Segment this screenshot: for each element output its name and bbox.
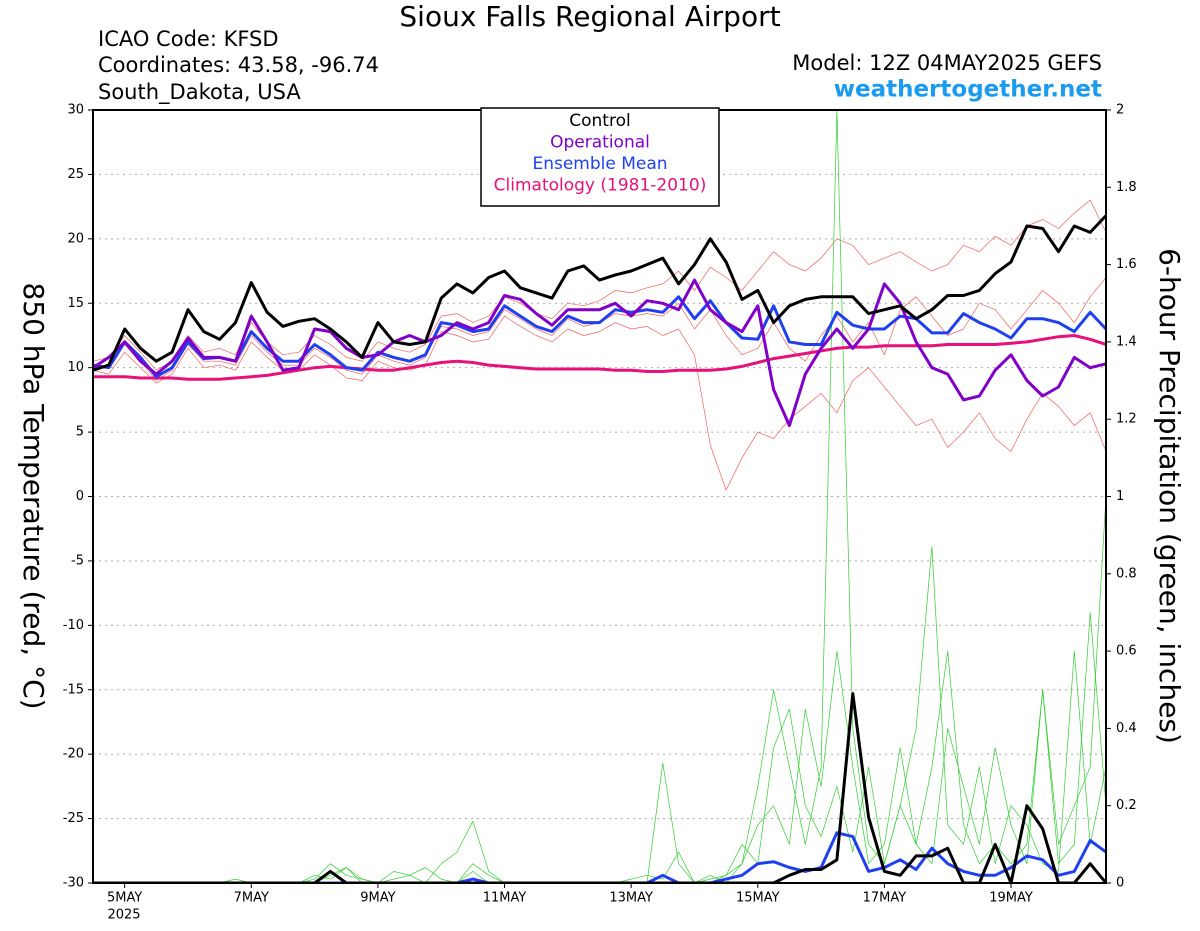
y-axis-label: 850 hPa Temperature (red, °C) — [17, 282, 50, 709]
series-line — [93, 692, 1106, 883]
series-line — [93, 110, 1106, 883]
y2-tick-label: 0.4 — [1116, 721, 1137, 736]
y2-tick-label: 2 — [1116, 103, 1124, 118]
x-tick-label: 11MAY — [483, 891, 527, 906]
legend-entry: Climatology (1981-2010) — [494, 176, 707, 196]
legend-box — [480, 107, 720, 207]
legend-entry: Control — [569, 111, 630, 131]
series-line — [93, 295, 1106, 379]
series-line — [93, 546, 1106, 883]
x-tick-label: 19MAY — [989, 891, 1033, 906]
x-tick-label: 9MAY — [360, 891, 395, 906]
y-tick-label: -5 — [71, 553, 84, 568]
y-tick-label: -25 — [63, 811, 84, 826]
y-tick-label: -30 — [63, 876, 84, 891]
y2-tick-label: 0.6 — [1116, 644, 1137, 659]
y-tick-label: 30 — [67, 103, 84, 118]
series-line — [93, 612, 1106, 883]
source-label: weathertogether.net — [834, 77, 1102, 103]
legend-entry: Ensemble Mean — [532, 154, 667, 174]
x-tick-label: 17MAY — [863, 891, 907, 906]
y2-tick-label: 1.4 — [1116, 334, 1137, 349]
year-label: 2025 — [107, 908, 140, 923]
plot-lines — [93, 110, 1106, 883]
series-line — [93, 214, 1106, 372]
legend-entry: Operational — [550, 133, 650, 153]
y2-tick-label: 0 — [1116, 876, 1124, 891]
y-tick-label: -20 — [63, 747, 84, 762]
info-line: Coordinates: 43.58, -96.74 — [98, 53, 379, 77]
y-tick-label: 25 — [67, 167, 84, 182]
y2-tick-label: 1 — [1116, 489, 1124, 504]
y-tick-label: 0 — [76, 489, 84, 504]
info-line: ICAO Code: KFSD — [98, 27, 279, 51]
x-tick-label: 15MAY — [736, 891, 780, 906]
x-tick-label: 7MAY — [234, 891, 269, 906]
chart-title: Sioux Falls Regional Airport — [399, 0, 780, 33]
axes: -30 -25 -20 -15 -10 -5 0 5 10 15 20 25 30 0 0.2 0.4 0.6 0… — [63, 103, 1137, 906]
series-line — [93, 315, 1106, 491]
info-line: South_Dakota, USA — [98, 80, 301, 105]
y2-tick-label: 0.8 — [1116, 566, 1137, 581]
x-tick-label: 5MAY — [107, 891, 142, 906]
y-tick-label: 5 — [76, 425, 84, 440]
model-label: Model: 12Z 04MAY2025 GEFS — [792, 51, 1102, 75]
y2-tick-label: 1.2 — [1116, 412, 1137, 427]
series-line — [93, 334, 1106, 381]
y-tick-label: 20 — [67, 231, 84, 246]
y-tick-label: 15 — [67, 296, 84, 311]
y2-axis-label: 6-hour Precipitation (green, inches) — [1153, 248, 1186, 744]
y-tick-label: 10 — [67, 360, 84, 375]
y-tick-label: -10 — [63, 618, 84, 633]
y2-tick-label: 0.2 — [1116, 798, 1137, 813]
y-tick-label: -15 — [63, 682, 84, 697]
series-line — [93, 278, 1106, 428]
y2-tick-label: 1.8 — [1116, 180, 1137, 195]
y2-tick-label: 1.6 — [1116, 257, 1137, 272]
x-tick-label: 13MAY — [609, 891, 653, 906]
